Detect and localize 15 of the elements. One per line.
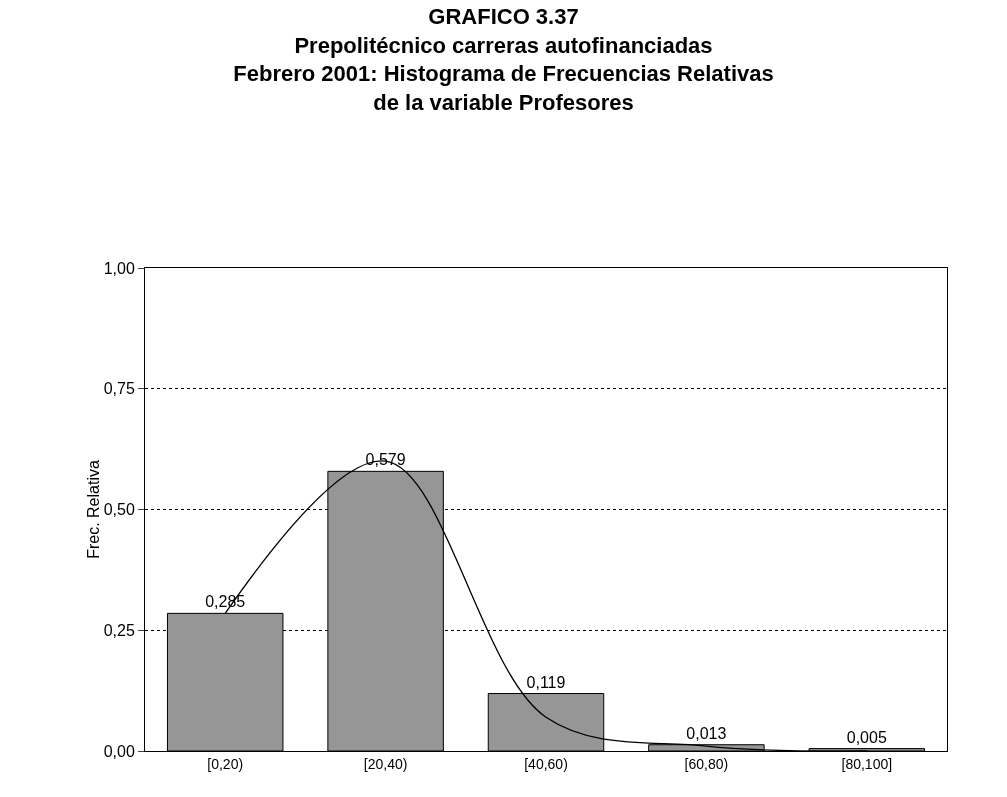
x-tick-label: [60,80) — [684, 755, 729, 772]
y-tick-label: 0,75 — [103, 380, 135, 398]
data-label: 0,119 — [526, 673, 566, 691]
y-tick-label: 0,00 — [103, 742, 135, 760]
x-tick-label: [0,20) — [207, 755, 244, 772]
y-axis-title: Frec. Relativa — [84, 460, 102, 559]
x-tick-label: [80,100] — [841, 755, 893, 772]
x-tick-label: [20,40) — [363, 755, 408, 772]
y-tick-label: 1,00 — [103, 259, 135, 277]
chart-title: GRAFICO 3.37 Prepolitécnico carreras autofinanciadas Febrero 2001: Histograma de Frecuencias Relativas de la variable Profesores — [233, 3, 774, 115]
data-label: 0,013 — [686, 724, 727, 742]
y-tick-label: 0,50 — [103, 501, 135, 519]
data-label: 0,005 — [846, 728, 887, 746]
y-tick-label: 0,25 — [103, 621, 135, 639]
x-tick-label: [40,60) — [524, 755, 568, 772]
